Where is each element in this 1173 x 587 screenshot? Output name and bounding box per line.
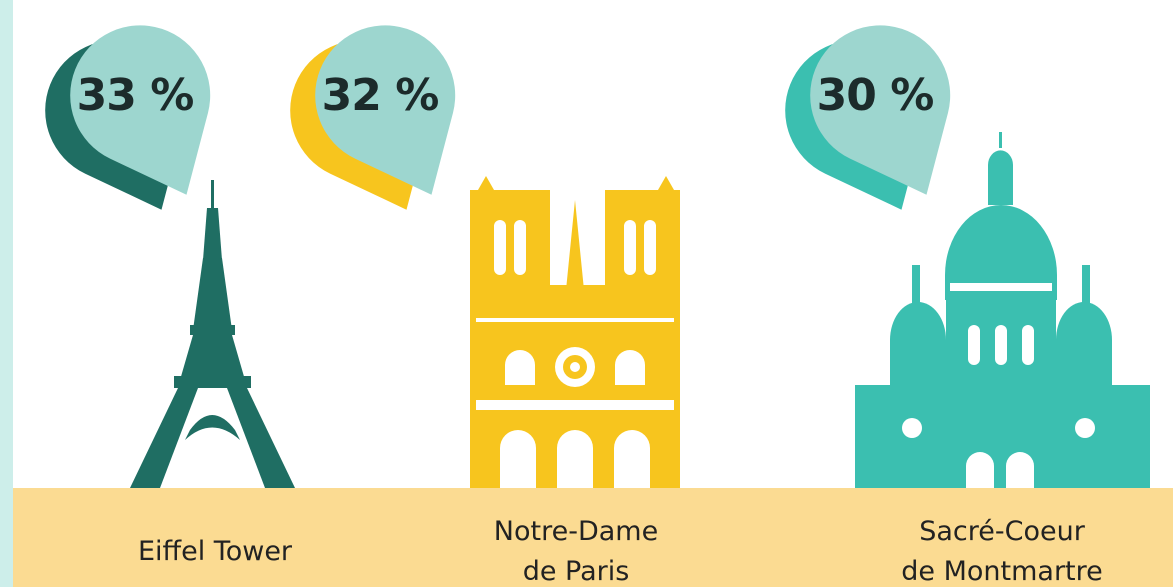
pin: 32 % (267, 2, 495, 239)
landmark-name: Sacré-Coeur (919, 516, 1085, 547)
pin: 33 % (22, 2, 250, 239)
landmark-name: de Montmartre (901, 556, 1103, 587)
side-strip (0, 0, 13, 587)
eiffel-tower (130, 180, 295, 488)
percent: 32 % (322, 70, 439, 121)
landmark-name: de Paris (523, 556, 630, 587)
infographic: 33 % 32 % 30 % Eiffel Tower Notre-Dame d… (0, 0, 1173, 587)
landmark-name: Notre-Dame (494, 516, 658, 547)
landmark-name: Eiffel Tower (138, 536, 293, 567)
percent: 30 % (817, 70, 934, 121)
percent: 33 % (77, 70, 194, 121)
pin: 30 % (762, 2, 990, 239)
